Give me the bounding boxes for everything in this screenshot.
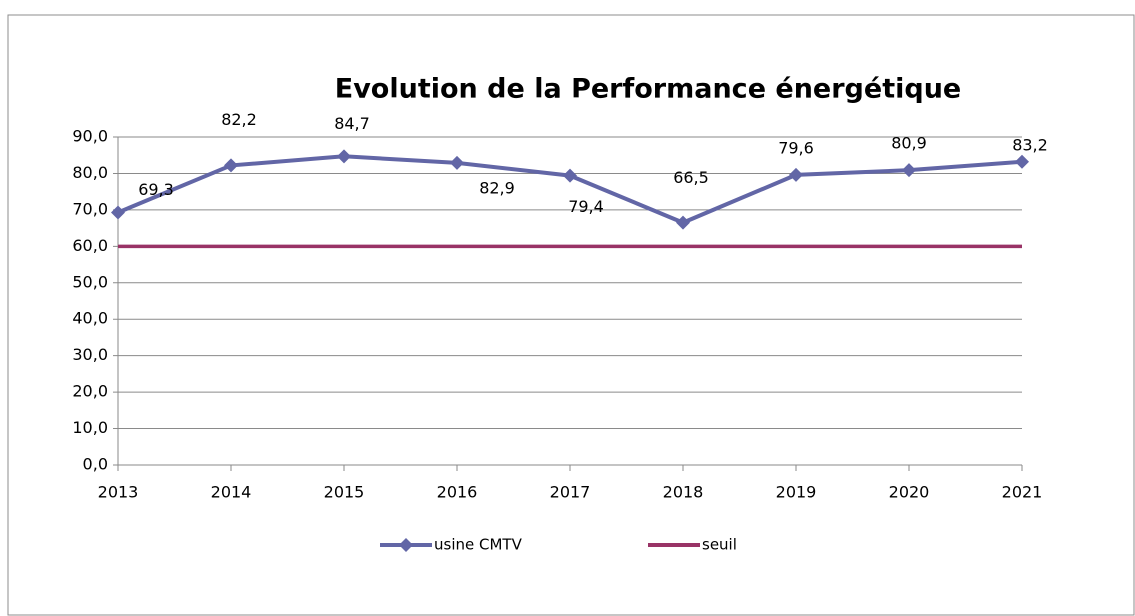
data-label: 83,2 — [1012, 135, 1048, 154]
data-point — [1015, 154, 1029, 169]
y-tick-label: 80,0 — [72, 163, 108, 182]
y-tick-label: 90,0 — [72, 127, 108, 146]
x-tick-label: 2020 — [889, 483, 930, 502]
y-tick-label: 50,0 — [72, 272, 108, 291]
data-point — [902, 163, 916, 178]
x-tick-label: 2021 — [1002, 483, 1043, 502]
data-point — [337, 149, 351, 164]
data-point — [563, 168, 577, 183]
y-tick-label: 0,0 — [83, 455, 108, 474]
x-tick-label: 2015 — [324, 483, 365, 502]
y-tick-label: 40,0 — [72, 309, 108, 328]
y-tick-label: 10,0 — [72, 418, 108, 437]
data-label: 84,7 — [334, 114, 370, 133]
data-point — [450, 155, 464, 170]
x-tick-label: 2014 — [211, 483, 252, 502]
data-label: 66,5 — [673, 168, 709, 187]
x-tick-label: 2018 — [663, 483, 704, 502]
data-point — [789, 167, 803, 182]
chart-title: Evolution de la Performance énergétique — [335, 74, 961, 105]
data-label: 82,2 — [221, 110, 257, 129]
data-point — [224, 158, 238, 173]
data-point — [111, 205, 125, 220]
y-tick-label: 20,0 — [72, 382, 108, 401]
data-point — [676, 215, 690, 230]
legend-label: usine CMTV — [434, 536, 523, 554]
x-tick-label: 2016 — [437, 483, 478, 502]
x-tick-label: 2013 — [98, 483, 139, 502]
chart-frame — [7, 14, 1135, 616]
data-label: 69,3 — [138, 180, 174, 199]
data-label: 82,9 — [479, 178, 515, 197]
x-tick-label: 2019 — [776, 483, 817, 502]
y-tick-label: 70,0 — [72, 199, 108, 218]
y-tick-label: 60,0 — [72, 236, 108, 255]
data-label: 80,9 — [891, 134, 927, 153]
legend-marker — [399, 538, 413, 552]
data-label: 79,4 — [568, 197, 604, 216]
legend-label: seuil — [702, 536, 737, 554]
x-tick-label: 2017 — [550, 483, 591, 502]
data-label: 79,6 — [778, 138, 814, 157]
y-tick-label: 30,0 — [72, 345, 108, 364]
